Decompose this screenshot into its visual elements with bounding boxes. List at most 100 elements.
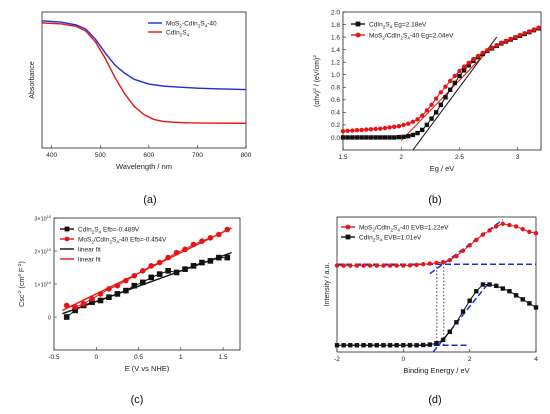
- panel-b-data-point: [461, 64, 467, 69]
- panel-c-data-point: [89, 296, 95, 302]
- panel-d-data-point: [520, 226, 525, 232]
- panel-b-legend-marker: [355, 21, 361, 27]
- panel-b-data-point: [345, 135, 350, 140]
- panel-c-x-tick-label: -0.5: [48, 354, 60, 361]
- panel-d-x-tick-label: 4: [534, 356, 538, 363]
- panel-c-data-point: [114, 282, 121, 289]
- panel-b-data-point: [387, 135, 392, 140]
- panel-b-legend-marker: [355, 32, 361, 38]
- panel-d-data-point: [387, 263, 393, 268]
- panel-b-y-tick-label: 0.0: [331, 135, 340, 142]
- panel-a-x-tick-label: 600: [143, 152, 154, 159]
- panel-b-data-point: [354, 135, 360, 140]
- panel-d-data-point: [381, 263, 386, 268]
- panel-c-legend-marker: [64, 226, 70, 232]
- panel-c-data-point: [139, 279, 146, 286]
- panel-d-data-point: [460, 309, 466, 314]
- panel-b-data-point: [527, 29, 532, 34]
- panel-d-data-point: [361, 263, 366, 268]
- panel-b-data-point: [499, 40, 504, 45]
- panel-b-data-point: [471, 56, 476, 62]
- panel-b-data-point: [503, 38, 509, 44]
- panel-c-data-point: [72, 304, 78, 310]
- panel-b-data-point: [452, 73, 458, 79]
- panel-b-y-tick-label: 0.8: [331, 85, 340, 92]
- panel-c-x-axis-label: E (V vs NHE): [125, 364, 170, 373]
- panel-c-y-axis-label: Csc-2​ (cm4​ F-2​): [17, 261, 26, 307]
- panel-b-data-point: [406, 134, 411, 139]
- panel-d-data-point: [527, 301, 532, 306]
- panel-c-data-point: [156, 271, 163, 277]
- panel-c-legend-marker: [64, 236, 70, 242]
- panel-c-data-point: [224, 226, 231, 233]
- panel-c-data-point: [224, 254, 231, 261]
- panel-d-data-point: [427, 342, 433, 347]
- panel-c-data-point: [165, 268, 171, 274]
- panel-b-data-layer: [343, 27, 539, 150]
- panel-d-data-point: [507, 289, 512, 294]
- panel-d-data-point: [341, 343, 346, 348]
- panel-d-data-point: [467, 243, 472, 248]
- panel-b-data-point: [438, 90, 444, 95]
- panel-b-data-point: [508, 36, 513, 42]
- panel-c-data-point: [148, 263, 155, 269]
- panel-d-x-tick-label: 0: [402, 356, 406, 363]
- panel-b-data-point: [350, 135, 355, 140]
- panel-b-data-point: [433, 96, 439, 101]
- panel-b-legend-label: CdIn2​S4​ Eg=2.18eV: [369, 21, 427, 29]
- panel-b-data-point: [378, 135, 383, 140]
- panel-b-fit-line: [400, 46, 493, 141]
- panel-b-data-point: [364, 127, 369, 132]
- panel-c-data-point: [97, 297, 104, 304]
- panel-b-data-point: [461, 68, 467, 73]
- panel-b-data-point: [401, 122, 406, 128]
- panel-c-data-point: [216, 231, 222, 238]
- panel-c-data-point: [173, 249, 180, 256]
- panel-b-data-point: [420, 113, 425, 118]
- panel-d-legend-marker: [345, 224, 351, 230]
- panel-b-data-point: [433, 110, 439, 115]
- panel-d-data-point: [467, 298, 472, 303]
- panel-c-data-point: [131, 282, 138, 289]
- panel-d-data-point: [480, 282, 486, 287]
- panel-d-data-point: [374, 263, 379, 268]
- panel-b-data-point: [396, 134, 402, 140]
- panel-d-data-point: [367, 263, 373, 268]
- panel-b-data-point: [396, 123, 402, 129]
- panel-d-data-point: [421, 262, 426, 267]
- panel-c-data-point: [199, 259, 205, 266]
- panel-b-data-point: [359, 135, 364, 140]
- panel-b-data-point: [438, 102, 444, 108]
- panel-b-x-tick-label: 3: [516, 154, 520, 161]
- panel-c-data-point: [148, 274, 155, 281]
- panel-d-data-point: [334, 263, 340, 268]
- panel-d-data-point: [454, 253, 459, 259]
- panel-c-legend-label: CdIn2​S4​ Efb=-0.489V: [78, 226, 140, 234]
- panel-d-data-point: [507, 222, 512, 228]
- panel-d-legend-label: CdIn2​S4​ EVB=1.01eV: [359, 234, 422, 242]
- panel-c-data-point: [216, 254, 222, 261]
- panel-c-series-line: [66, 257, 228, 318]
- panel-c-data-point: [97, 291, 104, 297]
- panel-d-data-point: [354, 263, 360, 268]
- panel-d-data-point: [487, 228, 492, 233]
- panel-c-data-point: [89, 299, 95, 305]
- panel-d-data-point: [500, 286, 506, 291]
- panel-c-data-point: [139, 268, 146, 274]
- panel-b-data-point: [392, 124, 397, 129]
- panel-b-y-tick-label: 1.6: [331, 34, 340, 41]
- panel-c-data-point: [190, 263, 197, 269]
- panel-c-data-point: [106, 286, 112, 292]
- panel-c-legend-label: linear fit: [78, 256, 101, 263]
- panel-b-data-point: [443, 95, 448, 100]
- panel-d-data-point: [414, 343, 419, 348]
- panel-b-data-point: [457, 73, 462, 79]
- panel-c-legend-label: MoS2​/CdIn2​S4​-40 Efb=-0.454V: [78, 236, 167, 244]
- panel-b-data-point: [364, 135, 369, 140]
- panel-b-data-point: [345, 128, 350, 134]
- panel-d-caption: (d): [428, 394, 441, 406]
- panel-b-data-point: [382, 125, 388, 131]
- panel-b-y-tick-label: 0.6: [331, 97, 340, 104]
- panel-d-data-point: [348, 343, 353, 348]
- panel-d-data-point: [474, 289, 479, 294]
